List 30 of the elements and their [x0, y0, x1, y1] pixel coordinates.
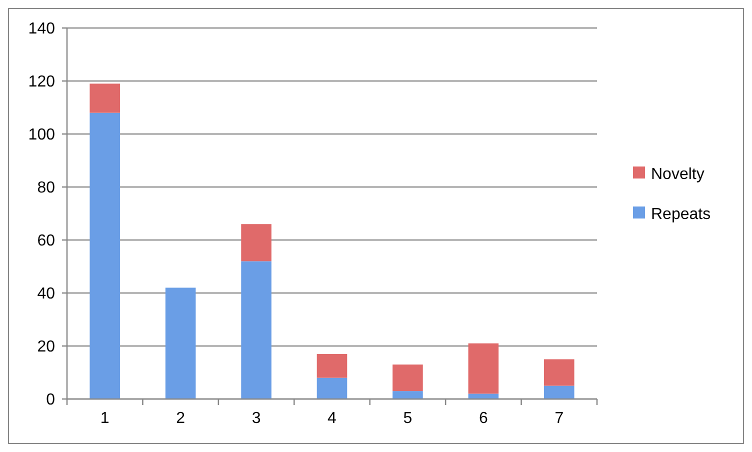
y-tick-label: 40 — [37, 286, 56, 303]
bar — [468, 394, 499, 399]
bar — [316, 354, 348, 378]
legend-label: Novelty — [651, 166, 704, 184]
bar — [241, 224, 272, 262]
bar — [392, 364, 423, 392]
bar — [90, 112, 120, 399]
x-tick-label: 3 — [252, 410, 261, 427]
x-tick-label: 5 — [403, 410, 412, 427]
y-tick-label: 140 — [28, 20, 56, 38]
y-tick-label: 60 — [37, 232, 56, 250]
y-tick-label: 20 — [37, 338, 56, 356]
y-tick-label: 80 — [37, 180, 56, 197]
y-tick-label: 100 — [28, 126, 56, 144]
bar — [544, 386, 574, 399]
bar — [392, 391, 423, 399]
bar — [241, 261, 272, 399]
bar — [165, 288, 196, 399]
y-tick-label: 120 — [28, 74, 56, 91]
x-tick-label: 1 — [100, 410, 110, 427]
y-tick-label: 0 — [46, 392, 56, 409]
x-tick-label: 4 — [328, 410, 337, 427]
bar — [316, 378, 348, 399]
bar — [90, 84, 120, 113]
bar — [468, 343, 499, 394]
x-tick-label: 2 — [176, 410, 186, 427]
x-tick-label: 6 — [478, 410, 488, 427]
bar — [544, 359, 574, 386]
x-tick-label: 7 — [554, 410, 564, 427]
legend-label: Repeats — [651, 206, 711, 224]
